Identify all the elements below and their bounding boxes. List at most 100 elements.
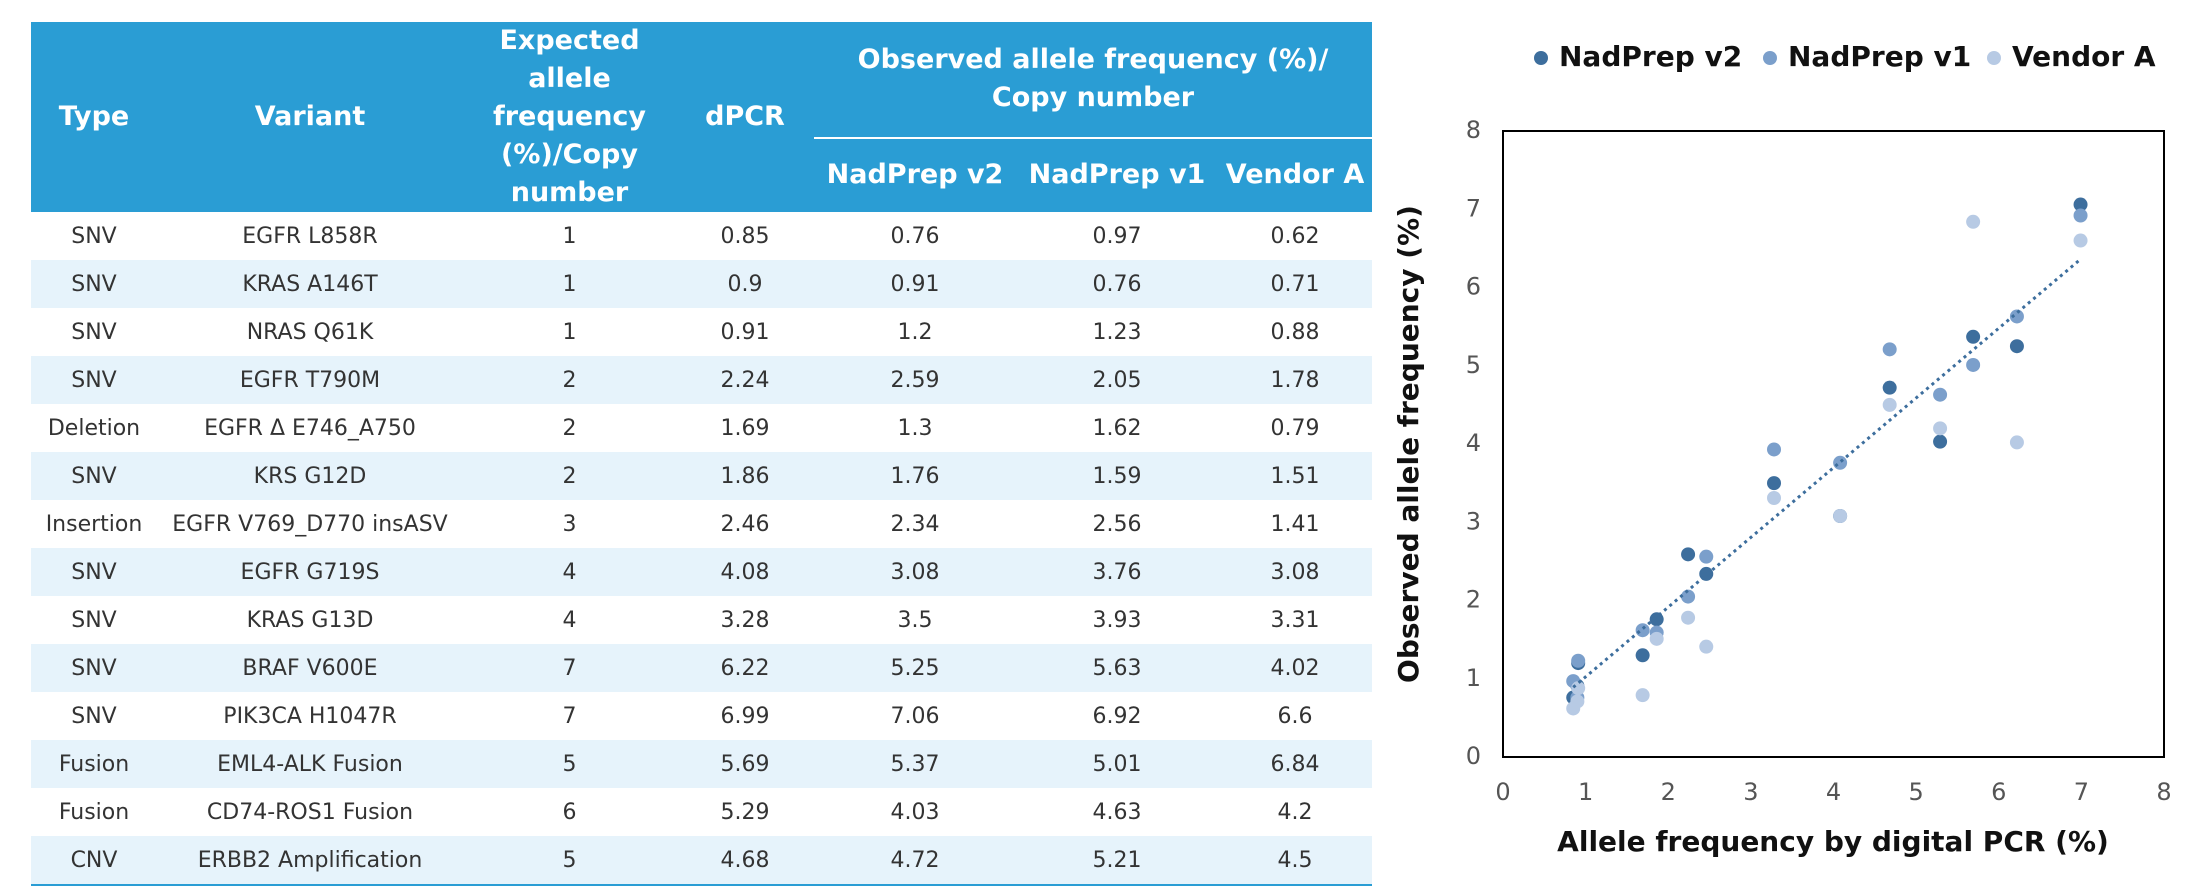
point — [1699, 549, 1714, 564]
table-cell: 0.91 — [720, 319, 770, 345]
table-cell: 1.41 — [1270, 511, 1320, 537]
table-cell: 7 — [562, 703, 577, 729]
point — [1882, 342, 1897, 357]
y-tick-label: 6 — [1466, 273, 1481, 301]
table-cell: SNV — [31, 260, 157, 308]
point — [2009, 309, 2024, 324]
x-axis-label: Allele frequency by digital PCR (%) — [1557, 825, 2109, 858]
point — [1635, 688, 1650, 703]
table-cell: KRS G12D — [157, 452, 463, 500]
point — [1571, 653, 1586, 668]
table-cell: 6.84 — [1218, 740, 1373, 788]
point — [1767, 476, 1782, 491]
table-cell: 6.92 — [1092, 703, 1142, 729]
y-tick-label: 0 — [1466, 742, 1481, 770]
table-cell: 5 — [463, 740, 676, 788]
table-cell: 3.76 — [1016, 548, 1218, 596]
table-cell: 5.01 — [1016, 740, 1218, 788]
table-row: SNV NRAS Q61K 1 0.91 1.2 1.23 0.88 — [31, 308, 1372, 356]
header-cell: NadPrep v1 — [1016, 136, 1218, 212]
point — [1699, 639, 1714, 654]
table-cell: Fusion — [58, 799, 130, 825]
table-cell: SNV — [71, 703, 117, 729]
table-cell: 4.63 — [1092, 799, 1142, 825]
table-cell: EGFR T790M — [157, 356, 463, 404]
table-cell: 4.08 — [676, 548, 814, 596]
table-cell: EML4-ALK Fusion — [157, 740, 463, 788]
table-cell: 1.3 — [897, 415, 933, 441]
point — [1570, 678, 1585, 693]
x-tick-label: 7 — [2074, 778, 2089, 806]
table-cell: 1.78 — [1218, 356, 1373, 404]
table-cell: 3.93 — [1092, 607, 1142, 633]
table-cell: SNV — [71, 607, 117, 633]
point — [2073, 208, 2088, 223]
table-cell: 4.2 — [1277, 799, 1313, 825]
point — [2009, 435, 2024, 450]
table-cell: 5.63 — [1016, 644, 1218, 692]
table-cell: 5.29 — [720, 799, 770, 825]
y-tick-label: 7 — [1466, 194, 1481, 222]
table-cell: 3.08 — [1218, 548, 1373, 596]
table-cell: ERBB2 Amplification — [157, 836, 463, 886]
table-row: Fusion EML4-ALK Fusion 5 5.69 5.37 5.01 6.84 — [31, 740, 1373, 788]
table-cell: 3 — [562, 511, 577, 537]
trendline — [1572, 258, 2082, 689]
table-cell: 1.23 — [1092, 319, 1142, 345]
point — [1933, 434, 1948, 449]
point — [1566, 690, 1581, 705]
table-cell: 1.51 — [1218, 452, 1373, 500]
header-cell: dPCR — [676, 22, 814, 212]
table-cell: EGFR L858R — [242, 223, 378, 249]
point — [1570, 690, 1585, 705]
table-row: SNV PIK3CA H1047R 7 6.99 7.06 6.92 6.6 — [31, 692, 1372, 740]
point — [1833, 508, 1848, 523]
table-cell: 4.02 — [1218, 644, 1373, 692]
table-cell: 5.69 — [676, 740, 814, 788]
x-tick-label: 3 — [1743, 778, 1758, 806]
table-cell: 2 — [463, 452, 676, 500]
x-tick-label: 5 — [1908, 778, 1923, 806]
table-cell: 2.56 — [1092, 511, 1142, 537]
header-cell: Vendor A — [1218, 136, 1373, 212]
table-row: SNV KRAS G13D 4 3.28 3.5 3.93 3.31 — [31, 596, 1372, 644]
point — [1571, 681, 1586, 696]
table-cell: 1.2 — [897, 319, 933, 345]
header-cell: Type — [31, 22, 157, 212]
point — [1649, 612, 1664, 627]
y-tick-label: 3 — [1466, 507, 1481, 535]
legend-marker — [1763, 51, 1777, 65]
table-cell: 0.85 — [720, 223, 770, 249]
table-row: Fusion CD74-ROS1 Fusion 6 5.29 4.03 4.63 4.2 — [31, 788, 1372, 836]
point — [1571, 656, 1586, 671]
y-tick-label: 8 — [1466, 116, 1481, 144]
table-cell: 2 — [463, 356, 676, 404]
table-cell: SNV — [71, 319, 117, 345]
table-cell: 2.59 — [814, 356, 1016, 404]
table-cell: CNV — [31, 836, 157, 886]
table-cell: PIK3CA H1047R — [223, 703, 397, 729]
plot-frame — [1502, 130, 2165, 758]
table-cell: 5.25 — [814, 644, 1016, 692]
table-cell: 5.37 — [814, 740, 1016, 788]
table-cell: 1.69 — [720, 415, 770, 441]
point — [1767, 442, 1782, 457]
point — [1882, 397, 1897, 412]
table-cell: 0.62 — [1270, 223, 1320, 249]
table-cell: 0.79 — [1270, 415, 1320, 441]
table-cell: Deletion — [47, 415, 141, 441]
table-cell: 4 — [463, 548, 676, 596]
table-cell: 2.46 — [720, 511, 770, 537]
table-cell: Fusion — [31, 740, 157, 788]
table-cell: 0.97 — [1092, 223, 1142, 249]
table-cell: 0.9 — [676, 260, 814, 308]
table-cell: EGFR G719S — [157, 548, 463, 596]
y-tick-label: 2 — [1466, 586, 1481, 614]
point — [1933, 387, 1948, 402]
table-cell: 4 — [562, 607, 577, 633]
table-cell: BRAF V600E — [157, 644, 463, 692]
table-cell: EGFR V769_D770 insASV — [172, 511, 448, 537]
table-cell: 3.31 — [1270, 607, 1320, 633]
point — [1566, 701, 1581, 716]
point — [1966, 329, 1981, 344]
